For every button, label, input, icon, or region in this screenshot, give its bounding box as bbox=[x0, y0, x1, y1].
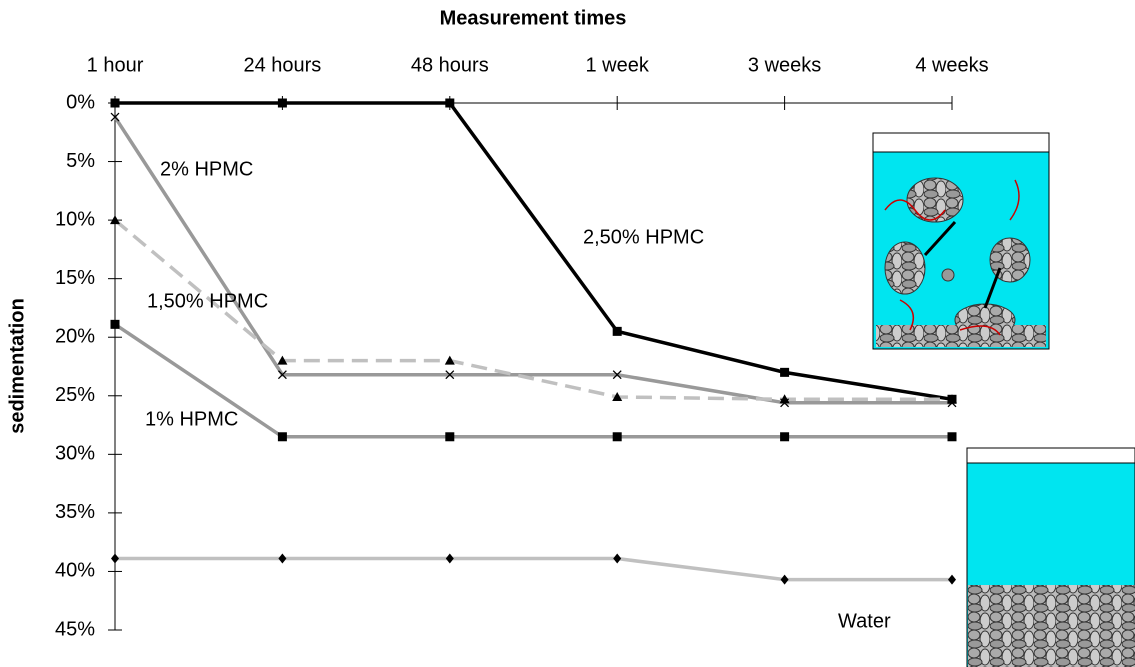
marker bbox=[947, 394, 957, 404]
y-tick-label: 25% bbox=[55, 384, 95, 406]
x-tick-label: 4 weeks bbox=[915, 54, 988, 76]
series-line bbox=[113, 218, 952, 402]
marker bbox=[445, 370, 455, 380]
series-line bbox=[115, 556, 952, 582]
x-tick-label: 1 hour bbox=[87, 54, 144, 76]
y-tick-label: 40% bbox=[55, 560, 95, 582]
series-line bbox=[114, 322, 952, 439]
marker bbox=[612, 326, 622, 336]
illustration-hpmc bbox=[872, 132, 1050, 350]
x-tick-label: 24 hours bbox=[243, 54, 321, 76]
x-tick-label: 1 week bbox=[586, 54, 650, 76]
marker bbox=[110, 112, 120, 122]
marker bbox=[444, 355, 455, 365]
y-tick-label: 45% bbox=[55, 618, 95, 640]
marker bbox=[779, 394, 790, 404]
marker bbox=[445, 553, 454, 564]
series-label: 2,50% HPMC bbox=[583, 226, 704, 248]
marker bbox=[110, 319, 120, 329]
marker bbox=[612, 432, 622, 442]
marker bbox=[277, 355, 288, 365]
marker bbox=[110, 215, 120, 225]
marker bbox=[612, 391, 623, 401]
marker bbox=[613, 553, 622, 564]
marker bbox=[445, 98, 455, 108]
y-tick-label: 20% bbox=[55, 326, 95, 348]
y-tick-label: 30% bbox=[55, 443, 95, 465]
marker bbox=[780, 367, 790, 377]
marker bbox=[947, 432, 957, 442]
series-label: Water bbox=[838, 610, 891, 632]
y-tick-label: 5% bbox=[66, 150, 95, 172]
marker bbox=[277, 370, 287, 380]
marker bbox=[278, 553, 287, 564]
y-tick-label: 0% bbox=[66, 91, 95, 113]
marker bbox=[110, 98, 120, 108]
series-line bbox=[113, 116, 952, 405]
marker bbox=[780, 432, 790, 442]
y-axis-label: sedimentation bbox=[6, 298, 28, 434]
series-label: 1,50% HPMC bbox=[147, 290, 268, 312]
series-label: 2% HPMC bbox=[160, 158, 253, 180]
illustration-water bbox=[966, 447, 1135, 667]
y-tick-label: 10% bbox=[55, 208, 95, 230]
marker bbox=[277, 98, 287, 108]
x-tick-label: 48 hours bbox=[411, 54, 489, 76]
x-tick-label: 3 weeks bbox=[748, 54, 821, 76]
y-tick-label: 15% bbox=[55, 267, 95, 289]
y-tick-label: 35% bbox=[55, 501, 95, 523]
marker bbox=[111, 553, 119, 564]
series-line bbox=[115, 101, 953, 402]
marker bbox=[948, 574, 956, 585]
series-label: 1% HPMC bbox=[145, 408, 238, 430]
chart-title: Measurement times bbox=[440, 7, 627, 29]
marker bbox=[445, 432, 455, 442]
marker bbox=[780, 574, 789, 585]
marker bbox=[612, 370, 622, 380]
marker bbox=[277, 432, 287, 442]
